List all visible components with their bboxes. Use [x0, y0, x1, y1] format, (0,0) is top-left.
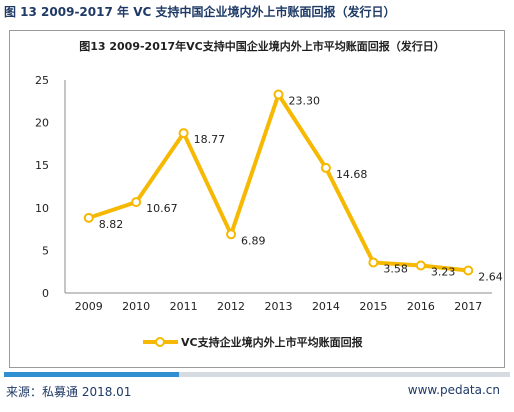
x-tick-label: 2011	[170, 300, 198, 313]
data-point	[368, 257, 379, 268]
data-point	[226, 229, 237, 240]
y-tick-label: 5	[42, 244, 49, 257]
y-tick-label: 15	[35, 159, 49, 172]
y-tick-label: 0	[42, 287, 49, 300]
source-note: 来源：私募通 2018.01	[6, 385, 132, 399]
data-points	[83, 89, 474, 276]
y-tick-label: 10	[35, 202, 49, 215]
x-tick-label: 2012	[217, 300, 245, 313]
x-tick-label: 2013	[265, 300, 293, 313]
data-label: 23.30	[289, 94, 321, 107]
data-label: 10.67	[146, 202, 178, 215]
data-point	[178, 128, 189, 139]
x-axis-ticks: 2009 2010 2011 2012 2013 2014 2015 2016 2017	[75, 300, 483, 313]
data-point	[415, 260, 426, 271]
data-label: 3.58	[383, 262, 408, 275]
data-label: 14.68	[336, 168, 368, 181]
data-point	[463, 265, 474, 276]
x-tick-label: 2015	[359, 300, 387, 313]
y-tick-label: 25	[35, 74, 49, 87]
chart-frame	[9, 30, 505, 368]
data-label: 18.77	[194, 133, 226, 146]
x-tick-label: 2014	[312, 300, 340, 313]
data-label: 3.23	[431, 265, 456, 278]
website-link[interactable]: www.pedata.cn	[407, 383, 500, 397]
y-axis-ticks: 0 5 10 15 20 25	[35, 74, 49, 300]
footer-divider	[4, 372, 510, 377]
y-tick-label: 20	[35, 117, 49, 130]
legend-marker-swatch	[155, 337, 165, 347]
chart-title: 图13 2009-2017年VC支持中国企业境内外上市平均账面回报（发行日）	[79, 39, 445, 53]
footer-divider-accent	[4, 372, 179, 377]
series-line	[86, 92, 471, 273]
x-tick-label: 2010	[122, 300, 150, 313]
legend-series-name: VC支持企业境内外上市平均账面回报	[181, 335, 364, 349]
figure-caption: 图 13 2009-2017 年 VC 支持中国企业境内外上市账面回报（发行日）	[4, 5, 396, 19]
data-point	[131, 197, 142, 208]
data-labels: 8.82 10.67 18.77 6.89 23.30 14.68 3.58 3.23 2.64	[99, 94, 503, 283]
x-tick-label: 2009	[75, 300, 103, 313]
data-point	[320, 162, 331, 173]
legend: VC支持企业境内外上市平均账面回报	[143, 335, 364, 349]
data-point	[273, 89, 284, 100]
x-tick-label: 2016	[407, 300, 435, 313]
x-tick-label: 2017	[454, 300, 482, 313]
data-label: 2.64	[478, 271, 503, 284]
data-label: 6.89	[241, 234, 265, 247]
data-label: 8.82	[99, 218, 124, 231]
data-point	[83, 212, 94, 223]
line-chart: 图13 2009-2017年VC支持中国企业境内外上市平均账面回报（发行日） 0…	[35, 39, 503, 349]
